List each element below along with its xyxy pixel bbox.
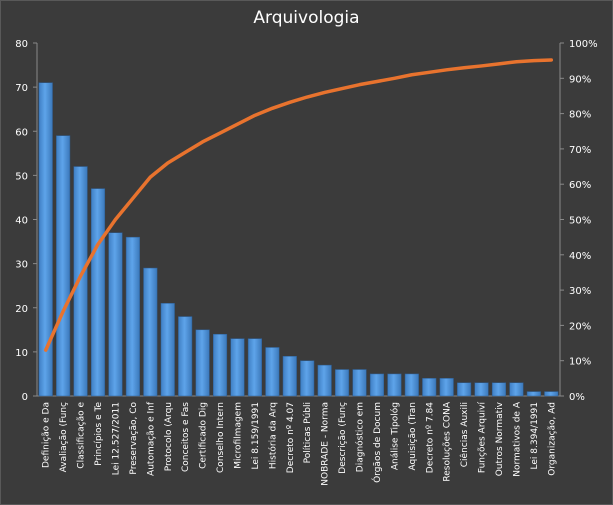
x-tick-label: Normativos de A — [512, 401, 522, 477]
x-tick-label: Definição e Da — [42, 402, 52, 468]
x-tick-label: Ciências Auxili — [459, 402, 470, 467]
x-tick-label: Automação e Inf — [146, 401, 156, 476]
x-tick-label: NOBRADE - Norma — [321, 402, 331, 486]
x-tick-label: Protocolo (Arqu — [164, 402, 174, 471]
y-tick-label: 50 — [15, 171, 28, 182]
bar — [213, 333, 228, 397]
y-tick-label: 30 — [15, 260, 28, 271]
y-tick-label: 60 — [15, 127, 28, 138]
y2-tick-label: 50% — [569, 216, 591, 227]
bar — [143, 267, 158, 397]
y-tick-label: 80 — [15, 39, 28, 50]
bar — [108, 232, 123, 397]
x-tick-label: Outros Normativ — [495, 401, 505, 476]
bar — [282, 356, 297, 397]
bar — [509, 382, 524, 397]
y2-tick-label: 100% — [569, 39, 598, 50]
bar — [352, 369, 367, 397]
bar — [526, 391, 541, 397]
bar — [491, 382, 507, 397]
y2-tick-label: 80% — [569, 110, 591, 121]
x-tick-label: História da Arq — [267, 402, 278, 469]
bar — [457, 382, 472, 397]
bar — [178, 316, 193, 397]
x-tick-label: Políticas Públi — [303, 402, 313, 463]
x-tick-label: Classificação e — [77, 402, 87, 469]
x-tick-label: Princípios e Te — [94, 402, 104, 466]
bar — [422, 378, 437, 397]
x-tick-label: Funções Arquiví — [478, 402, 488, 474]
y2-tick-label: 60% — [569, 180, 591, 191]
bar — [160, 303, 175, 397]
bar — [90, 188, 106, 397]
bar — [38, 82, 53, 397]
y2-tick-label: 20% — [569, 321, 591, 332]
cumulative-line — [43, 58, 554, 352]
bar — [387, 373, 402, 397]
x-tick-label: Decreto nº 4.07 — [286, 402, 296, 473]
bar — [230, 338, 245, 397]
bar — [56, 135, 71, 397]
x-tick-label: Lei 8.159/1991 — [251, 402, 261, 469]
bar — [247, 338, 262, 397]
x-tick-label: Conselho Intern — [216, 402, 226, 473]
x-tick-label: Preservação, Co — [129, 402, 139, 475]
bar — [265, 347, 280, 397]
x-tick-label: Lei 12.527/2011 — [111, 402, 121, 475]
y2-tick-label: 70% — [569, 145, 591, 156]
x-tick-label: Aquisição (Tran — [408, 402, 418, 471]
bar — [404, 373, 419, 397]
x-tick-label: Certificado Dig — [199, 402, 209, 469]
x-tick-label: Descrição (Funç — [338, 402, 348, 474]
bar — [300, 360, 315, 397]
bar — [474, 382, 489, 397]
y2-tick-label: 90% — [569, 74, 591, 85]
x-tick-label: Organização, Ad — [547, 402, 557, 476]
chart-title: Arquivologia — [253, 8, 360, 28]
y2-tick-label: 10% — [569, 357, 591, 368]
bar — [195, 329, 210, 397]
x-tick-label: Microfilmagem — [233, 402, 243, 469]
y-tick-label: 20 — [15, 304, 28, 315]
x-tick-label: Diagnóstico em — [355, 402, 366, 472]
bar — [335, 369, 350, 397]
y-tick-label: 70 — [15, 83, 28, 94]
y-tick-label: 0 — [22, 392, 28, 403]
bar — [369, 373, 384, 397]
x-tick-label: Avaliação (Funç — [59, 402, 69, 472]
y-tick-label: 10 — [15, 348, 28, 359]
bar — [73, 166, 88, 397]
bar — [317, 364, 332, 397]
bar — [544, 391, 559, 397]
y-tick-label: 40 — [15, 216, 28, 227]
x-tick-label: Resoluções CONA — [443, 401, 453, 481]
x-tick-label: Órgãos de Docum — [371, 402, 383, 483]
x-tick-label: Conceitos e Fas — [181, 402, 191, 472]
bar — [125, 236, 140, 397]
y2-tick-label: 30% — [569, 286, 591, 297]
y2-tick-label: 0% — [569, 392, 585, 403]
y2-tick-label: 40% — [569, 251, 591, 262]
x-tick-label: Lei 8.394/1991 — [530, 402, 540, 469]
x-tick-label: Decreto nº 7.84 — [425, 402, 435, 473]
x-tick-label: Análise Tipológ — [389, 402, 400, 470]
bar — [439, 378, 454, 397]
